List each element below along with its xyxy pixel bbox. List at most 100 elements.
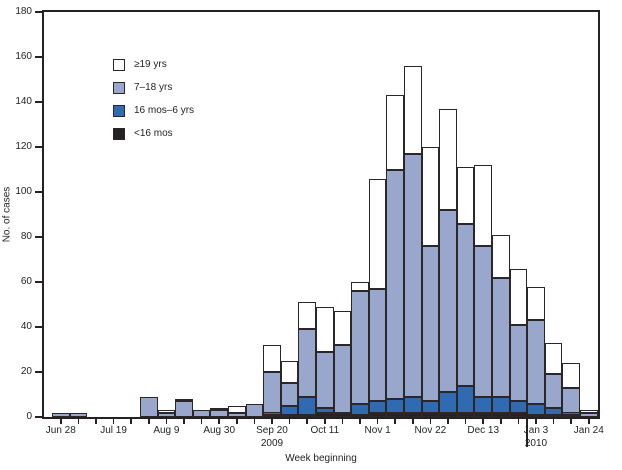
x-tick: [183, 419, 185, 424]
x-tick: [288, 419, 291, 424]
x-tick: [95, 419, 97, 424]
bar-segment-light_blue: [351, 291, 369, 404]
x-tick: [165, 419, 168, 424]
bar-segment-light_blue: [404, 153, 422, 397]
bar-segment-medium_blue: [316, 408, 334, 413]
bar-segment-black: [280, 414, 299, 417]
bar-segment-white: [210, 407, 228, 411]
x-tick-label: Jan 24: [573, 425, 604, 436]
bar-segment-light_blue: [69, 412, 88, 417]
y-tick: [35, 101, 42, 103]
x-tick: [77, 419, 80, 424]
x-tick-label: Oct 11: [310, 425, 340, 436]
bar-segment-light_blue: [52, 412, 70, 417]
y-tick: [35, 56, 42, 58]
x-tick: [253, 419, 256, 424]
bar-segment-light_blue: [492, 277, 510, 397]
bar-segment-medium_blue: [544, 408, 563, 415]
bar-segment-light_blue: [228, 412, 246, 417]
x-tick: [306, 419, 308, 424]
bar-segment-white: [316, 306, 334, 352]
x-tick-label: Dec 13: [467, 425, 500, 436]
x-tick-label: Nov 22: [414, 425, 447, 436]
bar-segment-white: [351, 282, 369, 291]
legend-label: ≥19 yrs: [134, 59, 167, 70]
x-tick: [236, 419, 238, 424]
bar-segment-white: [368, 178, 387, 289]
bar-segment-light_blue: [298, 329, 316, 397]
bar-segment-medium_blue: [492, 396, 510, 413]
bar-segment-medium_blue: [404, 396, 422, 413]
legend-item: ≥19 yrs: [113, 58, 194, 71]
bar-segment-white: [404, 66, 422, 154]
x-tick: [130, 419, 132, 424]
bar-segment-white: [562, 363, 580, 388]
x-tick: [271, 419, 273, 424]
bar-segment-medium_blue: [263, 412, 281, 415]
bar-segment-light_blue: [474, 246, 492, 397]
bar-segment-light_blue: [580, 412, 598, 417]
x-tick: [394, 419, 396, 424]
x-tick-label: Aug 9: [153, 425, 180, 436]
y-tick: [35, 416, 42, 418]
bar-segment-black: [492, 412, 510, 417]
bar-segment-light_blue: [509, 324, 528, 402]
x-tick: [464, 419, 467, 424]
x-tick: [376, 419, 379, 424]
year-label: 2010: [524, 438, 548, 449]
bar-segment-medium_blue: [527, 403, 545, 415]
x-tick-label: Jan 3: [523, 425, 549, 436]
x-tick: [500, 419, 502, 424]
bar-segment-light_blue: [157, 412, 176, 417]
legend: ≥19 yrs 7–18 yrs 16 mos–6 yrs <16 mos: [113, 58, 194, 150]
legend-swatch-white: [113, 58, 125, 71]
bar-segment-medium_blue: [421, 401, 440, 413]
bar-segment-white: [492, 234, 510, 278]
x-tick: [412, 419, 414, 424]
bar-segment-white: [157, 410, 176, 413]
bar-segment-white: [421, 147, 440, 246]
bar-segment-black: [456, 412, 475, 417]
bar-segment-black: [298, 414, 316, 417]
legend-swatch-black: [113, 127, 125, 140]
y-tick: [35, 146, 42, 148]
y-tick-label: 100: [15, 186, 32, 197]
bar-segment-black: [263, 414, 281, 417]
x-tick: [517, 419, 520, 424]
y-tick: [35, 281, 42, 283]
bar-segment-black: [421, 412, 440, 417]
bar-segment-black: [333, 412, 352, 417]
x-tick: [429, 419, 432, 424]
bar-segment-light_blue: [368, 288, 387, 402]
x-tick-label: Jun 28: [45, 425, 76, 436]
x-tick: [148, 419, 150, 424]
y-tick: [35, 236, 42, 238]
bar-segment-light_blue: [544, 374, 563, 408]
bar-segment-black: [386, 412, 404, 417]
bar-segment-light_blue: [280, 383, 299, 406]
x-tick: [482, 419, 484, 424]
bar-segment-medium_blue: [509, 401, 528, 413]
bar-segment-medium_blue: [298, 396, 316, 415]
x-tick-label: Sep 20: [256, 425, 288, 436]
bar-segment-white: [527, 286, 545, 321]
y-tick: [35, 191, 42, 193]
y-tick-label: 40: [20, 321, 32, 332]
year-separator-line: [526, 413, 528, 447]
x-tick: [535, 419, 537, 424]
bar-segment-white: [386, 95, 404, 170]
x-tick: [552, 419, 555, 424]
bar-segment-medium_blue: [351, 403, 369, 415]
bar-segment-black: [544, 414, 563, 417]
bar-segment-white: [509, 268, 528, 325]
bar-segment-light_blue: [175, 401, 193, 417]
legend-swatch-light_blue: [113, 81, 125, 94]
bar-segment-medium_blue: [439, 392, 457, 413]
bar-segment-light_blue: [245, 403, 264, 417]
bar-segment-white: [228, 405, 246, 413]
bar-segment-black: [474, 412, 492, 417]
bar-segment-white: [580, 410, 598, 413]
x-tick-label: Jul 19: [100, 425, 127, 436]
bar-segment-black: [368, 412, 387, 417]
